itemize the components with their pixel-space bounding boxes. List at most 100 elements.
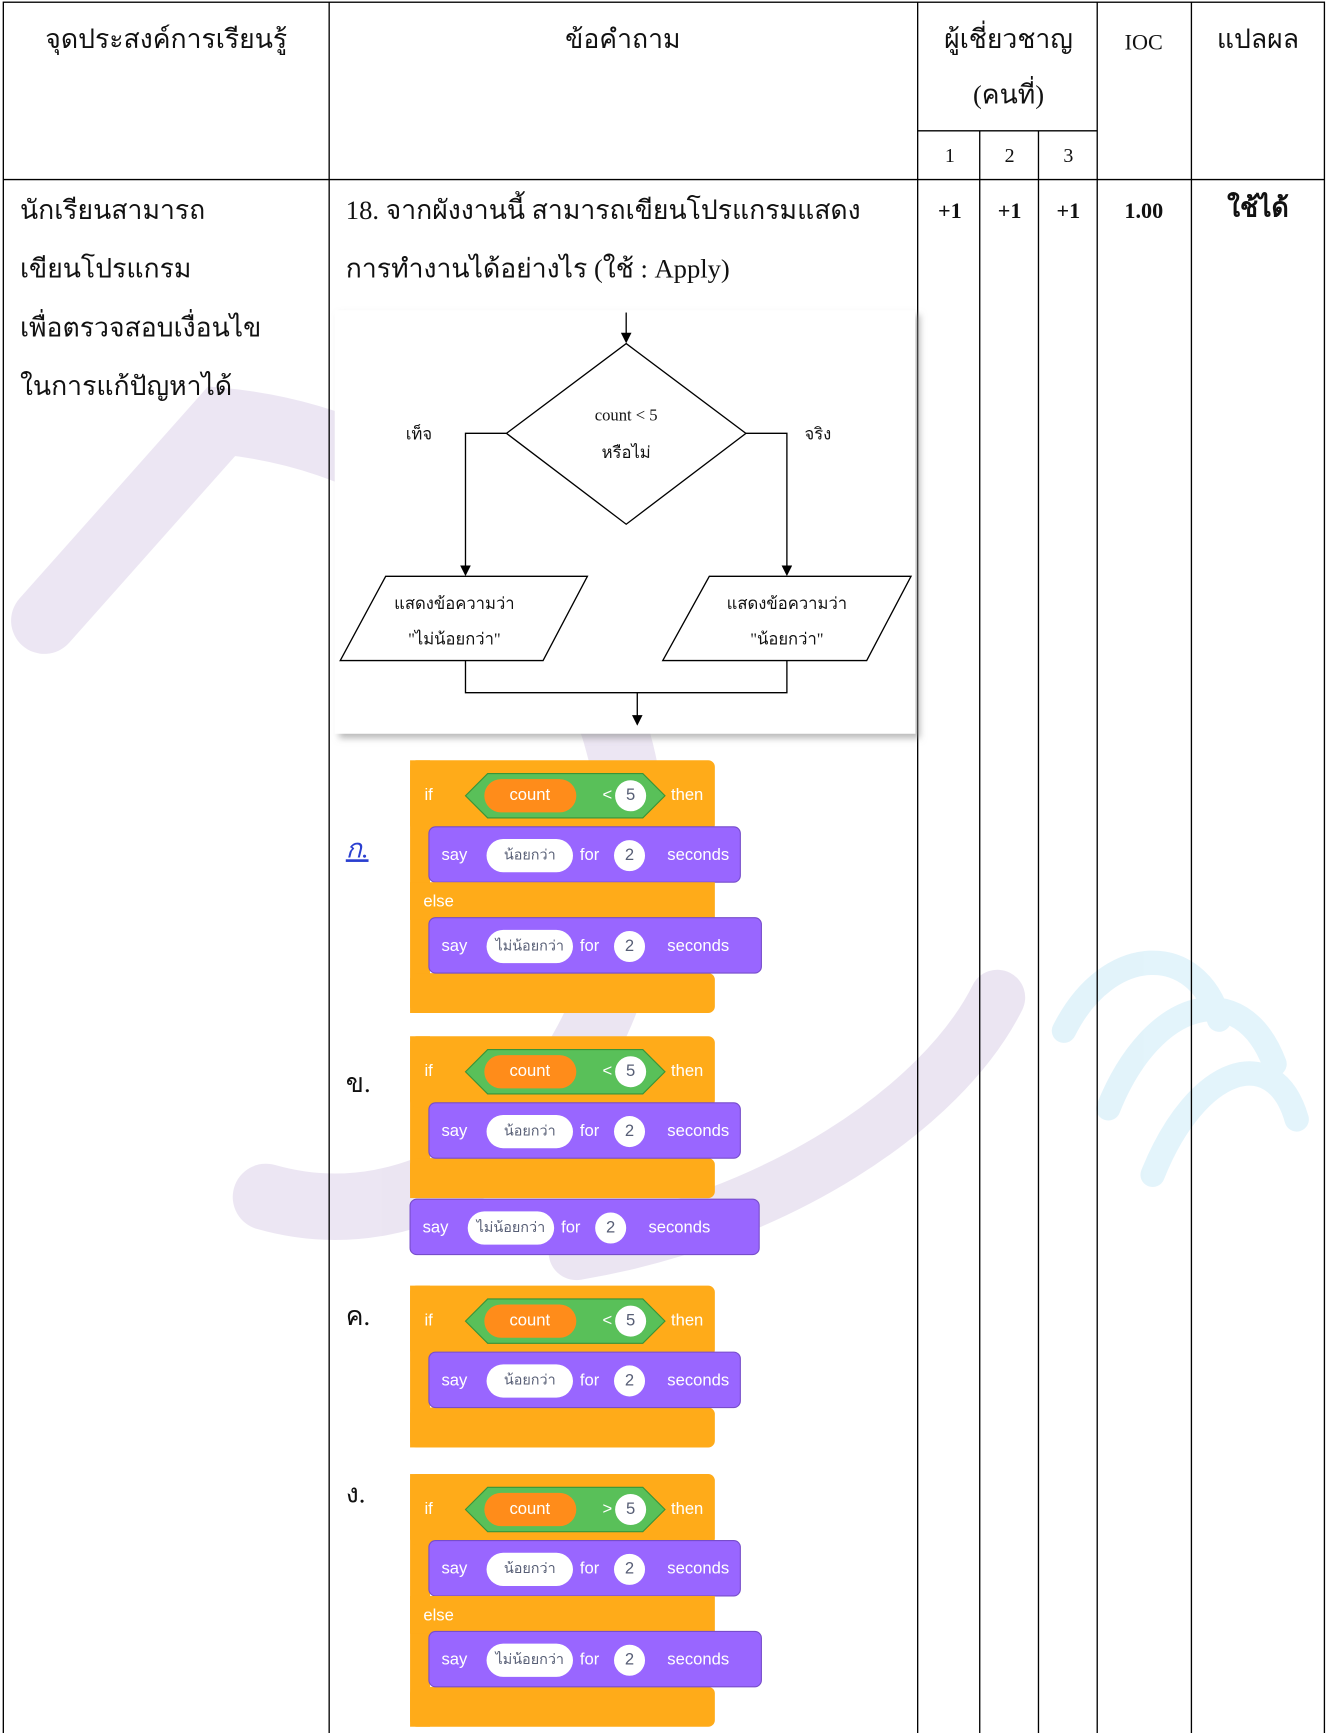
- block-keyword: for: [580, 1650, 600, 1669]
- block-keyword: for: [580, 1121, 600, 1140]
- block-keyword: then: [671, 785, 703, 804]
- block-number: 5: [626, 1061, 635, 1080]
- block-keyword: if: [424, 1061, 433, 1080]
- variable-pill: [484, 1055, 577, 1089]
- objective-line: เพื่อตรวจสอบเงื่อนไข: [20, 308, 261, 342]
- output-text: แสดงข้อความว่า: [394, 594, 514, 613]
- decision-text: count < 5: [595, 406, 658, 425]
- watermark-wave: [1051, 950, 1309, 1187]
- block-keyword: for: [580, 845, 600, 864]
- number-input: [615, 1493, 647, 1526]
- option: if count <5 then say น้อยกว่า for 2 seconds say ไม…: [409, 1036, 760, 1256]
- block-keyword: say: [441, 936, 468, 955]
- option-label: ง.: [346, 1478, 366, 1508]
- if-footer: [410, 1686, 715, 1727]
- flowchart-frame: [334, 310, 916, 734]
- block-keyword: seconds: [667, 1370, 729, 1389]
- block-message: น้อยกว่า: [504, 847, 556, 863]
- header-cell: ผู้เชี่ยวชาญ: [944, 20, 1073, 55]
- expert-number: 1: [945, 145, 955, 167]
- output-shape: [339, 575, 589, 662]
- variable-pill: [484, 779, 577, 813]
- score: +1: [998, 198, 1022, 223]
- block-message: ไม่น้อยกว่า: [495, 936, 565, 954]
- arrow: [460, 432, 507, 577]
- block-message: น้อยกว่า: [504, 1561, 556, 1577]
- block-keyword: say: [423, 1217, 450, 1236]
- block-keyword: say: [441, 1559, 468, 1578]
- score: +1: [1057, 198, 1081, 223]
- block-operator: >: [602, 1499, 612, 1518]
- number-input: [613, 1365, 646, 1397]
- ioc-value: 1.00: [1124, 198, 1163, 223]
- block-keyword: if: [424, 1499, 433, 1518]
- block-keyword: else: [423, 1605, 453, 1624]
- number-input: [615, 780, 647, 812]
- objective-line: ในการแก้ปัญหาได้: [20, 370, 232, 401]
- block-keyword: say: [441, 1121, 468, 1140]
- merge-line: [464, 660, 788, 694]
- block-keyword: if: [424, 785, 433, 804]
- if-footer: [410, 973, 715, 1013]
- block-operator: <: [602, 785, 612, 804]
- option-label: ข.: [346, 1068, 371, 1098]
- number-input: [595, 1212, 627, 1244]
- output-text: "ไม่น้อยกว่า": [408, 629, 501, 648]
- message-pill: [486, 929, 573, 964]
- block-variable: count: [509, 785, 550, 804]
- else-bar: [410, 1595, 715, 1634]
- header-cell: IOC: [1125, 29, 1163, 54]
- else-bar: [410, 882, 715, 920]
- header-cell: (คนที่): [973, 76, 1044, 110]
- decision-text: หรือไม่: [602, 443, 651, 462]
- expert-number: 2: [1005, 145, 1015, 167]
- objective-line: เขียนโปรแกรม: [20, 254, 191, 284]
- if-footer: [410, 1407, 715, 1448]
- expert-number: 3: [1063, 145, 1073, 167]
- block-message: ไม่น้อยกว่า: [495, 1650, 565, 1668]
- header-cell: จุดประสงค์การเรียนรู้: [45, 24, 287, 55]
- block-keyword: for: [580, 1370, 600, 1389]
- block-number: 2: [625, 1650, 634, 1669]
- arrow: [745, 432, 793, 577]
- message-pill: [486, 1643, 573, 1677]
- block-variable: count: [509, 1310, 550, 1329]
- variable-pill: [484, 1304, 577, 1338]
- number-input: [615, 1056, 647, 1088]
- block-message: น้อยกว่า: [504, 1123, 556, 1139]
- block-variable: count: [509, 1061, 550, 1080]
- variable-pill: [484, 1492, 577, 1527]
- block-number: 2: [606, 1217, 615, 1236]
- option-label: ค.: [346, 1301, 370, 1331]
- question-line: การทำงานได้อย่างไร (ใช้ : Apply): [346, 253, 730, 284]
- option: if count <5 then say น้อยกว่า for 2 seconds: [410, 1285, 741, 1448]
- number-input: [613, 1644, 646, 1676]
- number-input: [615, 1305, 647, 1337]
- block-number: 5: [626, 1310, 635, 1329]
- block-keyword: for: [580, 936, 600, 955]
- output-text: แสดงข้อความว่า: [727, 594, 847, 613]
- block-number: 5: [626, 785, 635, 804]
- if-footer: [410, 1158, 715, 1199]
- block-number: 2: [625, 1121, 634, 1140]
- block-keyword: seconds: [667, 936, 729, 955]
- block-keyword: for: [561, 1217, 581, 1236]
- block-number: 2: [625, 1370, 634, 1389]
- block-number: 2: [625, 845, 634, 864]
- number-input: [613, 1116, 646, 1148]
- block-operator: <: [602, 1061, 612, 1080]
- block-keyword: seconds: [667, 1559, 729, 1578]
- block-keyword: else: [423, 892, 453, 911]
- block-keyword: then: [671, 1061, 703, 1080]
- branch-label: จริง: [805, 424, 832, 443]
- branch-label: เท็จ: [406, 423, 432, 443]
- objective-line: นักเรียนสามารถ: [20, 195, 205, 225]
- block-keyword: say: [441, 1650, 468, 1669]
- block-message: ไม่น้อยกว่า: [476, 1218, 546, 1236]
- block-keyword: then: [671, 1310, 703, 1329]
- block-number: 2: [625, 1559, 634, 1578]
